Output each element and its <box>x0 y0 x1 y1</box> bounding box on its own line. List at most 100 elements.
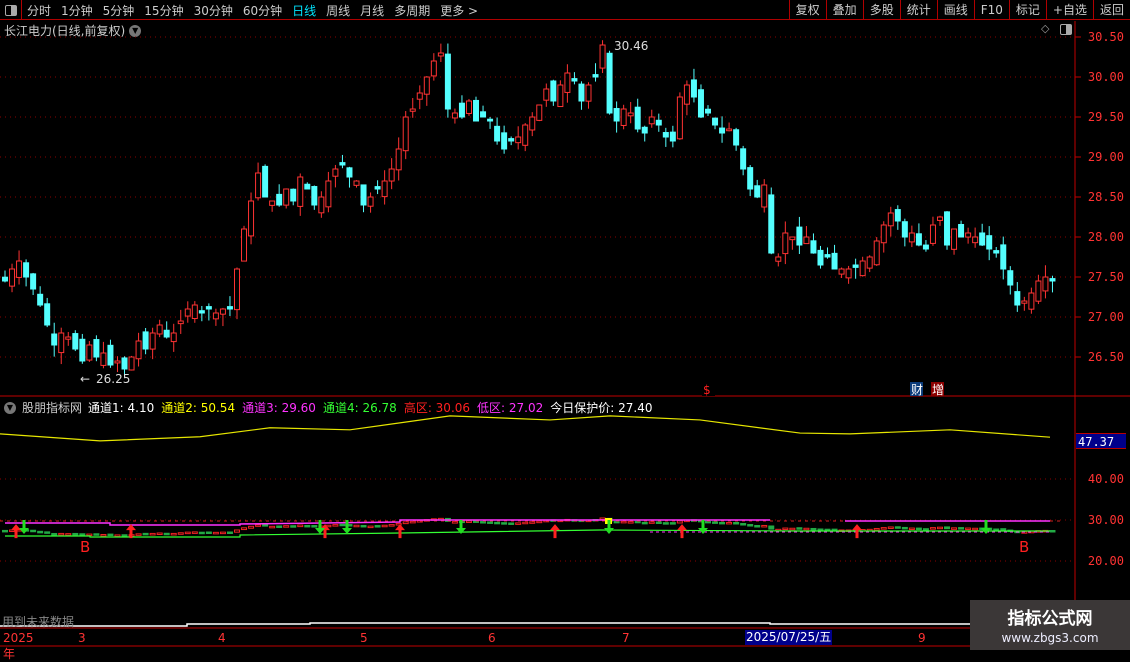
candle-body <box>191 304 198 320</box>
candle-body <box>114 360 121 364</box>
candle-body <box>634 106 641 130</box>
mini-candle <box>487 521 494 524</box>
candle-body <box>233 268 240 311</box>
candle-body <box>522 124 529 146</box>
period-tab[interactable]: 分时 <box>27 3 52 18</box>
candle-body <box>276 193 283 206</box>
candle-body <box>719 127 726 134</box>
mini-candle <box>972 527 979 531</box>
candle-body <box>121 357 128 370</box>
mini-candle <box>733 521 740 525</box>
toolbar-button[interactable]: F10 <box>973 0 1009 20</box>
buy-signal-label: B <box>80 538 90 556</box>
mini-candle <box>936 526 943 530</box>
candle-body <box>838 268 845 275</box>
mini-candle <box>219 531 226 535</box>
candle-body <box>880 224 887 244</box>
candle-body <box>662 132 669 138</box>
period-tab[interactable]: 周线 <box>326 3 351 18</box>
period-tab[interactable]: 日线 <box>292 3 317 18</box>
mini-candle <box>283 525 290 528</box>
toolbar-button[interactable]: 叠加 <box>825 0 863 20</box>
sell-arrow-icon <box>604 520 614 534</box>
mini-candle <box>255 524 262 527</box>
mini-candle <box>501 522 508 525</box>
mini-candle <box>198 531 205 535</box>
channel4-line <box>5 529 1050 538</box>
buy-arrow-icon <box>550 524 560 539</box>
period-tab[interactable]: 60分钟 <box>242 3 283 18</box>
chevron-down-icon[interactable]: ▼ <box>4 401 16 414</box>
indicator-value: 高区: 30.06 <box>403 401 471 415</box>
candle-body <box>1000 244 1007 270</box>
candle-body <box>79 338 86 362</box>
period-tab[interactable]: 1分钟 <box>61 3 93 18</box>
mini-candle <box>51 532 58 536</box>
mini-candle <box>290 525 297 528</box>
toolbar-button[interactable]: +自选 <box>1045 0 1093 20</box>
toolbar-button[interactable]: 多股 <box>862 0 900 20</box>
sidebar-toggle-button[interactable] <box>0 0 22 20</box>
current-value-badge: 47.37 <box>1076 433 1126 449</box>
candle-body <box>859 260 866 277</box>
period-tab[interactable]: 更多 > <box>440 3 479 18</box>
candle-body <box>501 132 508 150</box>
indicator-value: 通道4: 26.78 <box>322 401 397 415</box>
period-tab[interactable]: 5分钟 <box>102 3 135 18</box>
candle-body <box>44 303 51 326</box>
candle-body <box>733 129 740 146</box>
toolbar-button[interactable]: 复权 <box>788 0 826 20</box>
mini-candle <box>627 521 634 524</box>
candle-body <box>796 226 803 246</box>
candle-body <box>65 336 72 340</box>
period-tab[interactable]: 30分钟 <box>193 3 233 18</box>
high-price-label: 30.46 <box>614 39 648 53</box>
price-tick-label: 28.50 <box>1088 190 1124 204</box>
mini-candle <box>522 521 529 525</box>
period-tab[interactable]: 多周期 <box>394 3 431 18</box>
candle-body <box>437 52 444 57</box>
low-price-label: 26.25 <box>96 372 130 386</box>
candle-body <box>578 83 585 102</box>
candle-body <box>669 131 676 142</box>
dollar-event-marker: $ <box>703 383 711 397</box>
mini-candle <box>494 521 501 525</box>
toolbar-button[interactable]: 画线 <box>936 0 974 20</box>
candle-body <box>494 125 501 142</box>
candle-body <box>395 148 402 171</box>
candle-body <box>219 308 226 315</box>
period-tab[interactable]: 15分钟 <box>144 3 184 18</box>
candle-body <box>641 126 648 134</box>
mini-candle <box>58 532 65 536</box>
mini-candle <box>241 527 248 531</box>
candle-body <box>128 356 135 371</box>
mini-candle <box>887 526 894 529</box>
mini-candle <box>915 527 922 531</box>
candle-body <box>487 118 494 122</box>
period-tab[interactable]: 月线 <box>360 3 385 18</box>
toolbar-button[interactable]: 标记 <box>1008 0 1046 20</box>
mini-candle <box>894 526 901 529</box>
chevron-down-icon[interactable]: ▼ <box>129 24 142 37</box>
mini-candle <box>233 529 240 533</box>
diamond-icon[interactable]: ◇ <box>1041 22 1050 35</box>
indicator-value: 通道1: 4.10 <box>88 401 155 415</box>
candle-body <box>177 320 184 325</box>
candle-body <box>374 186 381 190</box>
candle-body <box>86 344 93 361</box>
mini-candle <box>719 521 726 525</box>
candle-body <box>866 256 873 269</box>
candle-body <box>768 194 775 254</box>
panel-toggle-icon[interactable] <box>1060 24 1072 35</box>
toolbar-button[interactable]: 返回 <box>1092 0 1130 20</box>
mini-candle <box>177 532 184 535</box>
indicator-name[interactable]: 股朋指标网 <box>22 401 83 415</box>
candle-body <box>458 102 465 118</box>
candle-body <box>480 111 487 118</box>
mini-candle <box>747 524 754 527</box>
month-label: 7 <box>622 631 630 645</box>
candle-body <box>381 180 388 198</box>
mini-candle <box>754 525 761 528</box>
candle-body <box>1014 291 1021 306</box>
toolbar-button[interactable]: 统计 <box>899 0 937 20</box>
